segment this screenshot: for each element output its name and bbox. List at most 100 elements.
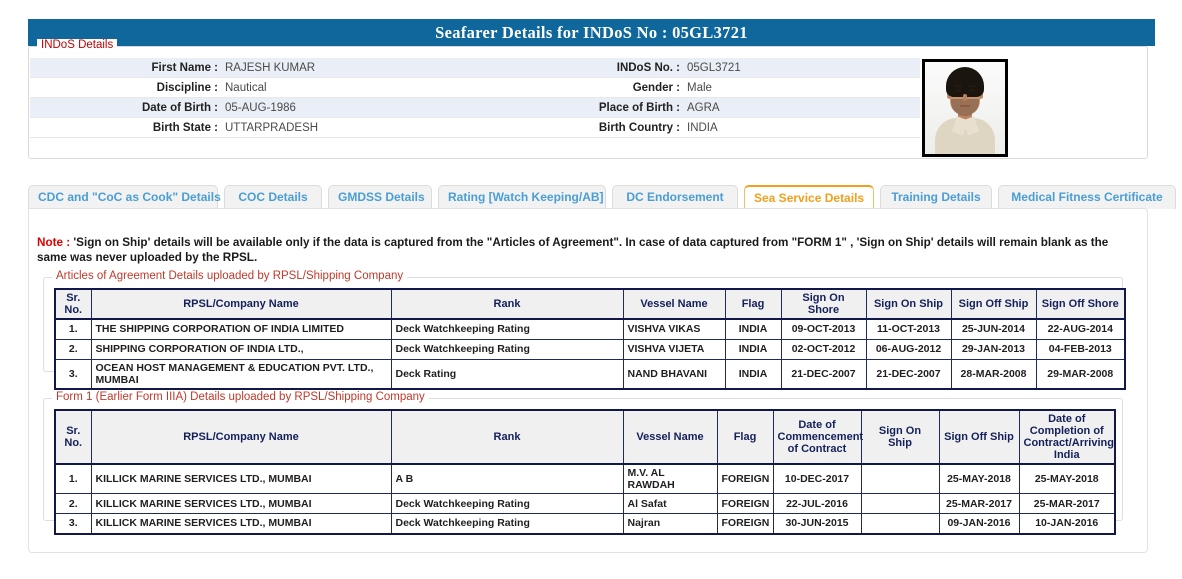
tab-bar: CDC and "CoC as Cook" Details COC Detail… [28,185,1176,209]
cell-sign-on-ship: 21-DEC-2007 [865,358,952,389]
col-vessel-name: Vessel Name [622,288,726,320]
col-commence-line1: Date of [798,419,836,431]
detail-row: Date of Birth : 05-AUG-1986 Place of Bir… [30,98,920,118]
table-row: 3. KILLICK MARINE SERVICES LTD., MUMBAI … [54,513,1116,534]
cell-vessel: NAND BHAVANI [622,358,726,389]
cell-flag: INDIA [724,358,782,389]
col-sr-line1: Sr. [66,425,81,437]
col-sr-line1: Sr. [66,292,81,304]
indos-no-label: INDoS No. : [616,61,680,74]
photo-beard [951,99,979,116]
cell-sign-off-shore: 04-FEB-2013 [1035,338,1126,360]
photo-eyebrow-left [954,85,962,87]
cell-sr: 2. [54,493,92,514]
birth-state-label: Birth State : [152,121,218,134]
col-completion-line4: India [1053,449,1080,461]
cell-flag: INDIA [724,338,782,360]
tab-rating-watch-keeping-ab[interactable]: Rating [Watch Keeping/AB] [438,185,606,209]
cell-flag: FOREIGN [716,463,774,494]
cell-sign-on-shore: 02-OCT-2012 [780,338,867,360]
cell-vessel: VISHVA VIKAS [622,318,726,340]
articles-of-agreement-section: Articles of Agreement Details uploaded b… [43,270,1126,390]
cell-rank: Deck Watchkeeping Rating [390,493,624,514]
place-of-birth-value: AGRA [687,101,720,114]
tab-coc-details[interactable]: COC Details [224,185,322,209]
tab-training-details[interactable]: Training Details [880,185,992,209]
col-commence-line2: Commencement [777,431,864,443]
indos-details-rows: First Name : RAJESH KUMAR INDoS No. : 05… [30,58,920,138]
photo-nose [963,94,967,101]
table-row: 1. THE SHIPPING CORPORATION OF INDIA LIM… [54,318,1126,340]
cell-sign-off-ship: 25-MAY-2018 [938,463,1020,494]
table-row: 3. OCEAN HOST MANAGEMENT & EDUCATION PVT… [54,358,1126,389]
detail-row: First Name : RAJESH KUMAR INDoS No. : 05… [30,58,920,78]
col-sign-on-shore: Sign On Shore [780,288,867,320]
cell-sign-off-ship: 25-MAR-2017 [938,493,1020,514]
col-date-of-commencement: Date of Commencement of Contract [772,409,864,465]
cell-flag: FOREIGN [716,493,774,514]
cell-rank: Deck Watchkeeping Rating [390,338,624,360]
col-flag: Flag [724,288,782,320]
cell-company: OCEAN HOST MANAGEMENT & EDUCATION PVT. L… [90,358,392,389]
col-sr-no: Sr. No. [54,409,92,465]
cell-commencement: 10-DEC-2017 [772,463,862,494]
cell-rank: Deck Rating [390,358,624,389]
note-body: 'Sign on Ship' details will be available… [37,236,1109,264]
table-row: 2. KILLICK MARINE SERVICES LTD., MUMBAI … [54,493,1116,514]
tab-gmdss-details[interactable]: GMDSS Details [328,185,432,209]
cell-company: KILLICK MARINE SERVICES LTD., MUMBAI [90,493,392,514]
cell-sr: 1. [54,463,92,494]
cell-vessel: VISHVA VIJETA [622,338,726,360]
articles-of-agreement-legend: Articles of Agreement Details uploaded b… [52,270,408,282]
tab-medical-fitness-certificate[interactable]: Medical Fitness Certificate [998,185,1176,209]
cell-commencement: 30-JUN-2015 [772,513,862,534]
col-sign-off-ship: Sign Off Ship [950,288,1037,320]
note-text: Note : 'Sign on Ship' details will be av… [37,235,1135,265]
cell-sign-off-shore: 22-AUG-2014 [1035,318,1126,340]
cell-company: KILLICK MARINE SERVICES LTD., MUMBAI [90,513,392,534]
col-company-name: RPSL/Company Name [90,288,392,320]
birth-state-value: UTTARPRADESH [225,121,319,134]
cell-sign-on-ship: 11-OCT-2013 [865,318,952,340]
form1-section: Form 1 (Earlier Form IIIA) Details uploa… [43,391,1123,535]
clipped-top-text: · · · · · · · · · · · · [60,0,1160,5]
detail-row: Birth State : UTTARPRADESH Birth Country… [30,118,920,138]
tab-cdc-coc-as-cook-details[interactable]: CDC and "CoC as Cook" Details [28,185,221,209]
col-date-of-completion: Date of Completion of Contract/Arriving … [1018,409,1116,465]
cell-completion: 25-MAY-2018 [1018,463,1116,494]
place-of-birth-label: Place of Birth : [598,101,680,114]
indos-details-panel: INDoS Details First Name : RAJESH KUMAR … [28,39,1148,159]
col-commence-line3: of Contract [787,443,847,455]
tab-sea-service-details[interactable]: Sea Service Details [744,185,874,209]
tab-dc-endorsement[interactable]: DC Endorsement [612,185,738,209]
col-sign-off-shore: Sign Off Shore [1035,288,1126,320]
table-header-row: Sr. No. RPSL/Company Name Rank Vessel Na… [54,288,1126,320]
col-sign-off-ship: Sign Off Ship [938,409,1020,465]
seafarer-photo [922,59,1008,157]
col-completion-line2: Completion of [1029,425,1104,437]
cell-vessel: Al Safat [622,493,718,514]
cell-sign-on-ship: 06-AUG-2012 [865,338,952,360]
page-title: Seafarer Details for INDoS No : 05GL3721 [28,19,1155,46]
col-vessel-name: Vessel Name [622,409,718,465]
table-header-row: Sr. No. RPSL/Company Name Rank Vessel Na… [54,409,1116,465]
birth-country-label: Birth Country : [598,121,680,134]
table-row: 2. SHIPPING CORPORATION OF INDIA LTD., D… [54,338,1126,360]
col-completion-line3: Contract/Arriving [1023,437,1114,449]
col-flag: Flag [716,409,774,465]
cell-sign-on-ship [860,463,940,494]
cell-rank: A B [390,463,624,494]
cell-completion: 25-MAR-2017 [1018,493,1116,514]
cell-flag: FOREIGN [716,513,774,534]
photo-hair [946,67,984,97]
col-sr-line2: No. [64,304,83,316]
indos-no-value: 05GL3721 [687,61,741,74]
col-completion-line1: Date of [1048,413,1086,425]
photo-eye-left [955,89,961,92]
first-name-label: First Name : [151,61,218,74]
note-keyword: Note : [37,236,71,249]
col-sr-no: Sr. No. [54,288,92,320]
col-company-name: RPSL/Company Name [90,409,392,465]
cell-sr: 2. [54,338,92,360]
col-sr-line2: No. [64,437,83,449]
